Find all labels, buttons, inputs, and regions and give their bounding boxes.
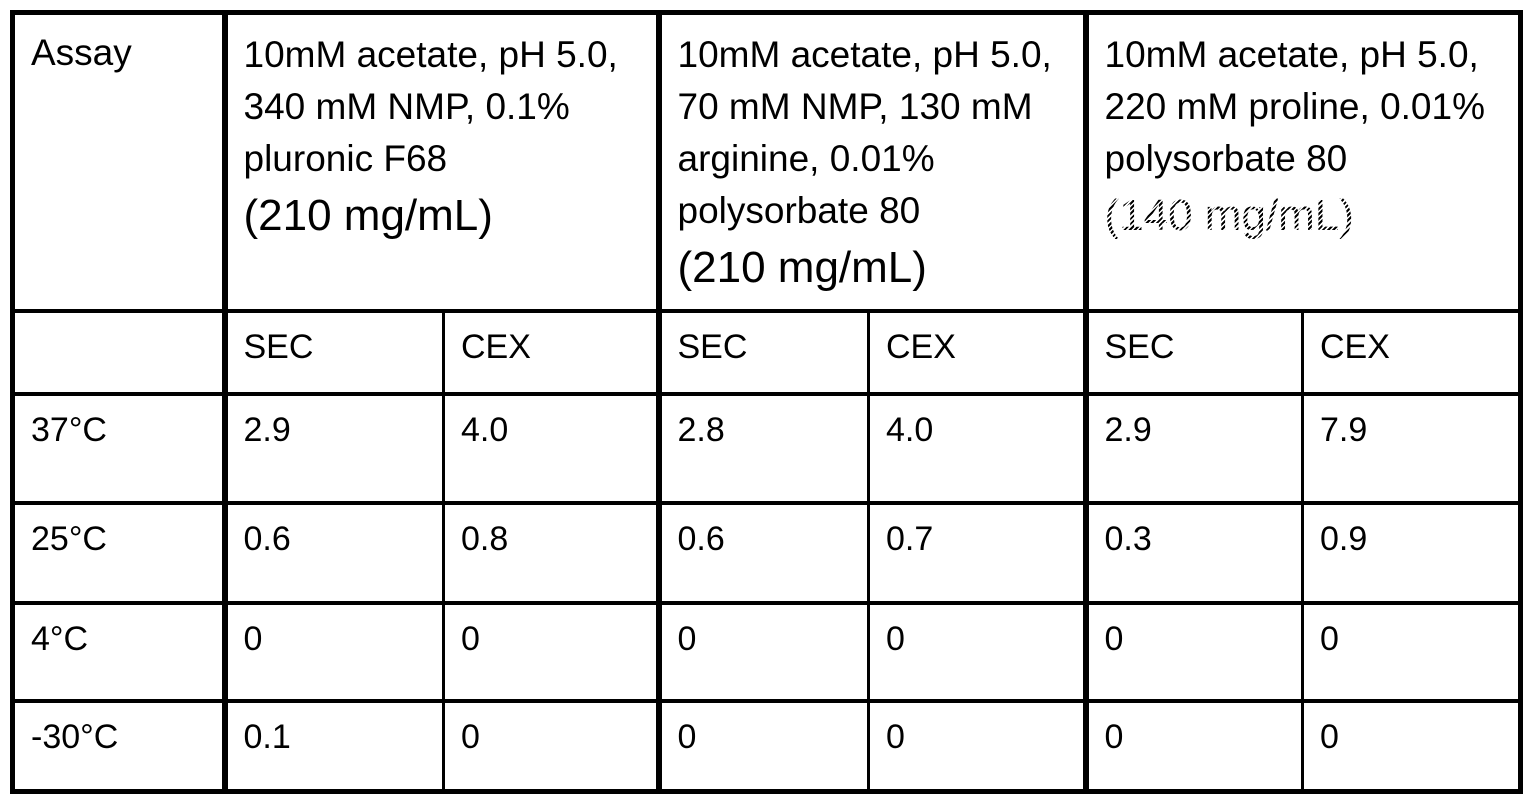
value-cell: 0.6: [655, 501, 870, 605]
method-header-sec-1: SEC: [221, 309, 445, 396]
value-cell: 0: [221, 601, 445, 703]
temp-label-cell: 4°C: [10, 601, 226, 703]
assay-corner-cell: Assay: [10, 10, 226, 313]
table-row-minus30c: -30°C 0.1 0 0 0 0 0: [10, 699, 1524, 794]
formulation-3-concentration: (140 mg/mL): [1105, 187, 1503, 245]
value-cell: 0: [442, 601, 660, 703]
value-cell: 0.8: [442, 501, 660, 605]
value-cell: 0: [867, 601, 1087, 703]
value-cell: 0.6: [221, 501, 445, 605]
value-cell: 2.9: [1082, 392, 1304, 505]
value-cell: 0: [655, 601, 870, 703]
value-cell: 0: [867, 699, 1087, 794]
formulation-2-description: 10mM acetate, pH 5.0, 70 mM NMP, 130 mM …: [677, 34, 1052, 231]
value-cell: 0: [442, 699, 660, 794]
value-cell: 7.9: [1300, 392, 1524, 505]
formulation-header-3: 10mM acetate, pH 5.0, 220 mM proline, 0.…: [1082, 10, 1524, 313]
value-cell: 2.9: [221, 392, 445, 505]
value-cell: 0: [1300, 699, 1524, 794]
formulation-1-concentration: (210 mg/mL): [243, 191, 493, 240]
value-cell: 0.1: [221, 699, 445, 794]
table-header-row: Assay 10mM acetate, pH 5.0, 340 mM NMP, …: [10, 10, 1524, 313]
method-header-sec-2: SEC: [655, 309, 870, 396]
value-cell: 0.9: [1300, 501, 1524, 605]
value-cell: 4.0: [867, 392, 1087, 505]
value-cell: 0: [655, 699, 870, 794]
value-cell: 0: [1082, 699, 1304, 794]
method-header-row: SEC CEX SEC CEX SEC CEX: [10, 309, 1524, 396]
method-header-cex-3: CEX: [1300, 309, 1524, 396]
value-cell: 2.8: [655, 392, 870, 505]
empty-corner-cell: [10, 309, 226, 396]
formulation-1-description: 10mM acetate, pH 5.0, 340 mM NMP, 0.1% p…: [243, 34, 618, 179]
value-cell: 0: [1082, 601, 1304, 703]
temp-label-cell: -30°C: [10, 699, 226, 794]
formulation-2-concentration: (210 mg/mL): [677, 243, 927, 292]
temp-label-cell: 37°C: [10, 392, 226, 505]
method-header-cex-2: CEX: [867, 309, 1087, 396]
temp-label-cell: 25°C: [10, 501, 226, 605]
value-cell: 0.7: [867, 501, 1087, 605]
table-row-37c: 37°C 2.9 4.0 2.8 4.0 2.9 7.9: [10, 392, 1524, 505]
value-cell: 0: [1300, 601, 1524, 703]
formulation-header-1: 10mM acetate, pH 5.0, 340 mM NMP, 0.1% p…: [221, 10, 660, 313]
method-header-sec-3: SEC: [1082, 309, 1304, 396]
formulation-3-description: 10mM acetate, pH 5.0, 220 mM proline, 0.…: [1104, 34, 1485, 179]
formulation-stability-table: Assay 10mM acetate, pH 5.0, 340 mM NMP, …: [10, 10, 1524, 794]
formulation-header-2: 10mM acetate, pH 5.0, 70 mM NMP, 130 mM …: [655, 10, 1087, 313]
method-header-cex-1: CEX: [442, 309, 660, 396]
table-row-25c: 25°C 0.6 0.8 0.6 0.7 0.3 0.9: [10, 501, 1524, 605]
table-row-4c: 4°C 0 0 0 0 0 0: [10, 601, 1524, 703]
value-cell: 0.3: [1082, 501, 1304, 605]
value-cell: 4.0: [442, 392, 660, 505]
